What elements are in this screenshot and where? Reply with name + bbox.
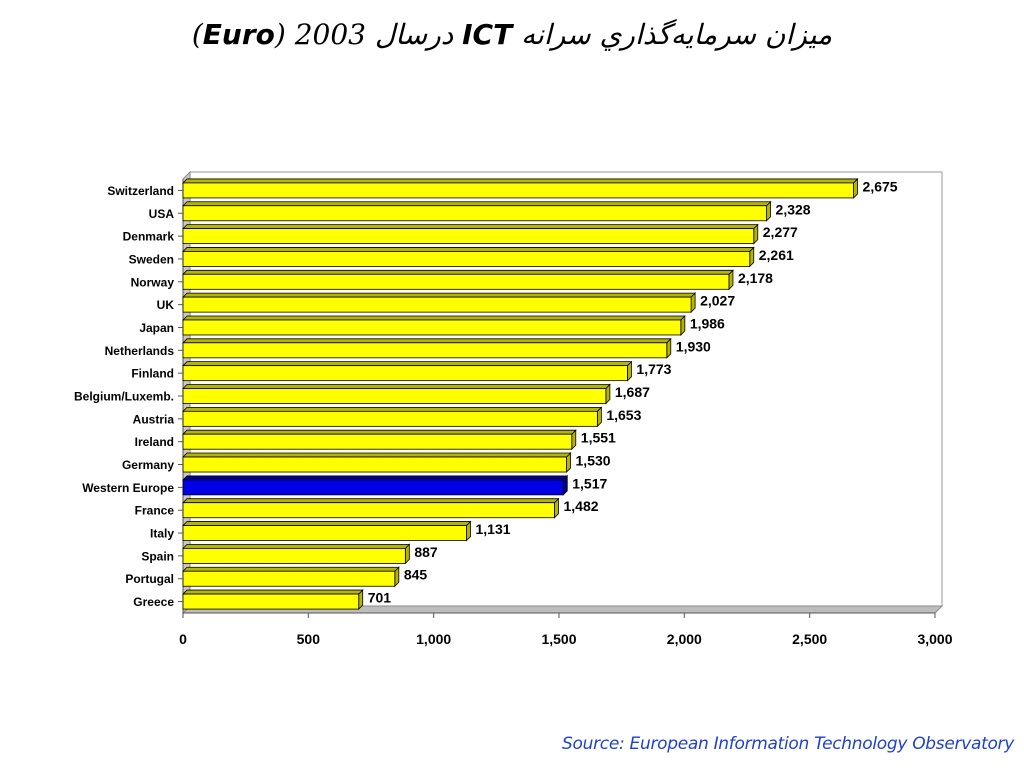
bar bbox=[182, 410, 598, 427]
value-label: 2,178 bbox=[738, 270, 773, 286]
value-label: 2,277 bbox=[763, 224, 798, 240]
bar bbox=[182, 547, 406, 564]
category-label: Spain bbox=[141, 549, 174, 563]
value-label: 1,131 bbox=[476, 521, 511, 537]
bar-top bbox=[182, 384, 611, 389]
bar bbox=[182, 502, 555, 519]
category-label: Greece bbox=[133, 595, 174, 609]
category-label: Norway bbox=[131, 275, 175, 289]
category-label: Sweden bbox=[129, 252, 174, 266]
bar-top bbox=[182, 475, 569, 481]
bar bbox=[182, 365, 628, 382]
value-label: 1,530 bbox=[576, 453, 611, 469]
bar bbox=[182, 433, 573, 450]
category-label: Finland bbox=[131, 367, 174, 381]
slide-title: ميزان سرمايه‌گذاري سرانه ICT درسال 2003 … bbox=[0, 18, 1024, 51]
value-label: 1,930 bbox=[676, 338, 711, 354]
title-close-paren: ) bbox=[191, 18, 203, 51]
bar bbox=[182, 182, 854, 199]
x-tick-label: 500 bbox=[297, 631, 321, 647]
category-label: UK bbox=[157, 298, 175, 312]
bar bbox=[182, 570, 396, 587]
bar-top bbox=[182, 589, 364, 595]
value-label: 1,986 bbox=[690, 315, 725, 331]
bar bbox=[182, 456, 567, 473]
category-label: Western Europe bbox=[82, 481, 174, 495]
bar-top bbox=[182, 178, 859, 184]
category-label: USA bbox=[149, 207, 175, 221]
bar bbox=[182, 296, 692, 313]
value-label: 1,687 bbox=[615, 384, 650, 400]
bar bbox=[182, 479, 564, 496]
bar bbox=[182, 319, 682, 336]
bar-top bbox=[182, 269, 734, 275]
bar-top bbox=[182, 292, 697, 298]
category-label: Belgium/Luxemb. bbox=[74, 390, 174, 404]
bar-top bbox=[182, 224, 759, 230]
bar-top bbox=[182, 315, 686, 321]
bar bbox=[182, 593, 360, 610]
value-label: 887 bbox=[414, 544, 438, 560]
bar-top bbox=[182, 521, 472, 526]
bar-top bbox=[182, 361, 633, 367]
bar-top bbox=[182, 566, 400, 572]
category-label: Denmark bbox=[123, 230, 175, 244]
bar-top bbox=[182, 429, 577, 435]
source-note: Source: European Information Technology … bbox=[562, 734, 1014, 754]
category-label: Ireland bbox=[135, 435, 174, 449]
x-tick-label: 3,000 bbox=[917, 631, 952, 647]
category-label: Japan bbox=[139, 321, 174, 335]
title-euro: Euro bbox=[202, 18, 275, 51]
value-label: 2,027 bbox=[700, 293, 735, 309]
title-open-paren: ( bbox=[274, 18, 286, 51]
bar-top bbox=[182, 247, 755, 252]
bar-top bbox=[182, 498, 560, 504]
value-label: 1,773 bbox=[636, 361, 671, 377]
bar-top bbox=[182, 452, 572, 458]
value-label: 2,328 bbox=[776, 201, 811, 217]
bar bbox=[182, 388, 607, 404]
bar-top bbox=[182, 406, 603, 412]
x-tick-label: 2,500 bbox=[792, 631, 827, 647]
bar-top bbox=[182, 338, 672, 344]
bar bbox=[182, 228, 755, 245]
bar-top bbox=[182, 201, 772, 207]
category-label: Netherlands bbox=[105, 344, 175, 358]
value-label: 1,551 bbox=[581, 430, 616, 446]
x-tick-label: 1,500 bbox=[541, 631, 576, 647]
x-tick-label: 1,000 bbox=[416, 631, 451, 647]
value-label: 701 bbox=[368, 590, 392, 606]
bar-top bbox=[182, 543, 411, 549]
category-label: Germany bbox=[122, 458, 174, 472]
value-label: 845 bbox=[404, 567, 428, 583]
title-main: ميزان سرمايه‌گذاري سرانه bbox=[521, 18, 833, 51]
category-label: France bbox=[135, 504, 175, 518]
bar bbox=[182, 251, 751, 267]
x-tick-label: 0 bbox=[179, 631, 187, 647]
value-label: 2,261 bbox=[759, 247, 794, 263]
category-label: Italy bbox=[150, 527, 174, 541]
value-label: 1,482 bbox=[563, 498, 598, 514]
x-tick-label: 2,000 bbox=[667, 631, 702, 647]
bar bbox=[182, 205, 767, 222]
bar bbox=[182, 342, 668, 359]
bar bbox=[182, 273, 730, 290]
bar bbox=[182, 525, 467, 541]
category-label: Portugal bbox=[125, 572, 174, 586]
title-ict: ICT bbox=[462, 18, 513, 51]
title-year: درسال 2003 bbox=[294, 18, 454, 51]
value-label: 1,653 bbox=[606, 407, 641, 423]
category-label: Austria bbox=[133, 412, 175, 426]
category-label: Switzerland bbox=[107, 184, 174, 198]
value-label: 1,517 bbox=[572, 475, 607, 491]
value-label: 2,675 bbox=[863, 178, 898, 194]
